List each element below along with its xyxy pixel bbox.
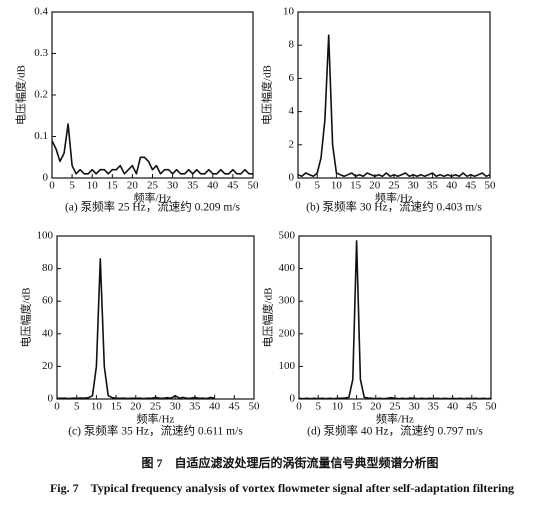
x-tick-label: 35	[427, 180, 439, 192]
plot-frame	[298, 235, 492, 400]
x-tick-label: 5	[315, 401, 321, 413]
spectrum-line	[297, 34, 491, 178]
y-tick-label: 2	[289, 138, 295, 150]
x-tick-label: 35	[189, 401, 201, 413]
x-tick-label: 15	[350, 180, 362, 192]
x-tick-label: 50	[248, 180, 260, 192]
x-tick-label: 15	[107, 180, 119, 192]
y-tick-label: 100	[279, 360, 296, 372]
plot-frame	[56, 235, 255, 400]
x-tick-label: 45	[466, 401, 478, 413]
x-tick-label: 50	[485, 180, 497, 192]
y-tick-label: 20	[42, 360, 54, 372]
y-tick-label: 0	[48, 393, 54, 405]
x-tick-label: 0	[295, 180, 301, 192]
x-tick-label: 50	[486, 401, 498, 413]
subplot-caption: (d) 泵频率 40 Hz，流速约 0.797 m/s	[307, 424, 483, 438]
x-tick-label: 10	[87, 180, 99, 192]
y-tick-label: 300	[279, 295, 296, 307]
x-tick-label: 35	[428, 401, 440, 413]
y-tick-label: 0.1	[34, 130, 48, 142]
y-tick-label: 100	[37, 230, 54, 242]
x-tick-label: 10	[91, 401, 103, 413]
x-tick-label: 30	[170, 401, 182, 413]
y-tick-label: 60	[42, 295, 54, 307]
spectrum-line	[56, 258, 215, 400]
y-axis-label: 电压幅度/dB	[261, 288, 275, 348]
spectrum-line	[51, 123, 253, 175]
subplot-caption: (b) 泵频率 30 Hz，流速约 0.403 m/s	[306, 200, 482, 214]
x-tick-label: 20	[127, 180, 139, 192]
x-tick-label: 15	[351, 401, 363, 413]
x-tick-label: 40	[209, 401, 221, 413]
y-axis-label: 电压幅度/dB	[14, 65, 28, 125]
y-axis-label: 电压幅度/dB	[19, 288, 33, 348]
x-tick-label: 0	[49, 180, 55, 192]
subplot-caption: (a) 泵频率 25 Hz，流速约 0.209 m/s	[65, 200, 241, 214]
y-tick-label: 500	[279, 230, 296, 242]
x-tick-label: 20	[370, 401, 382, 413]
x-tick-label: 45	[229, 401, 241, 413]
y-tick-label: 0	[43, 172, 49, 184]
x-tick-label: 45	[465, 180, 477, 192]
y-tick-label: 0.2	[34, 89, 48, 101]
y-tick-label: 8	[289, 39, 295, 51]
y-axis-label: 电压幅度/dB	[260, 65, 274, 125]
subplot-caption: (c) 泵频率 35 Hz，流速约 0.611 m/s	[68, 424, 243, 438]
figure-caption-zh: 图 7 自适应滤波处理后的涡街流量信号典型频谱分析图	[141, 455, 438, 470]
x-tick-label: 25	[147, 180, 159, 192]
x-tick-label: 30	[167, 180, 179, 192]
x-tick-label: 0	[296, 401, 302, 413]
spectrum-line	[298, 240, 492, 400]
x-axis-label: 频率/Hz	[134, 191, 172, 205]
x-tick-label: 50	[249, 401, 261, 413]
x-tick-label: 45	[227, 180, 239, 192]
x-tick-label: 20	[369, 180, 381, 192]
x-tick-label: 20	[130, 401, 142, 413]
y-tick-label: 200	[279, 327, 296, 339]
x-tick-label: 15	[111, 401, 123, 413]
x-axis-label: 频率/Hz	[137, 412, 175, 426]
y-tick-label: 6	[289, 72, 295, 84]
y-tick-label: 4	[289, 105, 295, 117]
x-axis-label: 频率/Hz	[376, 412, 414, 426]
y-tick-label: 0	[289, 172, 295, 184]
x-tick-label: 0	[54, 401, 60, 413]
x-tick-label: 40	[207, 180, 219, 192]
x-tick-label: 30	[409, 401, 421, 413]
x-tick-label: 35	[187, 180, 199, 192]
x-tick-label: 40	[447, 401, 459, 413]
figure-caption-en: Fig. 7 Typical frequency analysis of vor…	[50, 481, 514, 495]
x-tick-label: 25	[390, 401, 402, 413]
y-tick-label: 400	[279, 262, 296, 274]
x-tick-label: 25	[389, 180, 401, 192]
x-tick-label: 30	[408, 180, 420, 192]
x-tick-label: 5	[69, 180, 75, 192]
y-tick-label: 80	[42, 262, 54, 274]
y-tick-label: 40	[42, 327, 54, 339]
y-tick-label: 10	[283, 6, 295, 18]
x-tick-label: 5	[74, 401, 80, 413]
y-tick-label: 0.3	[34, 47, 48, 59]
x-tick-label: 25	[150, 401, 162, 413]
x-tick-label: 10	[332, 401, 344, 413]
y-tick-label: 0	[290, 393, 296, 405]
x-tick-label: 40	[446, 180, 458, 192]
x-tick-label: 10	[331, 180, 343, 192]
x-axis-label: 频率/Hz	[375, 191, 413, 205]
plot-frame	[51, 11, 254, 179]
y-tick-label: 0.4	[34, 6, 48, 18]
x-tick-label: 5	[314, 180, 320, 192]
